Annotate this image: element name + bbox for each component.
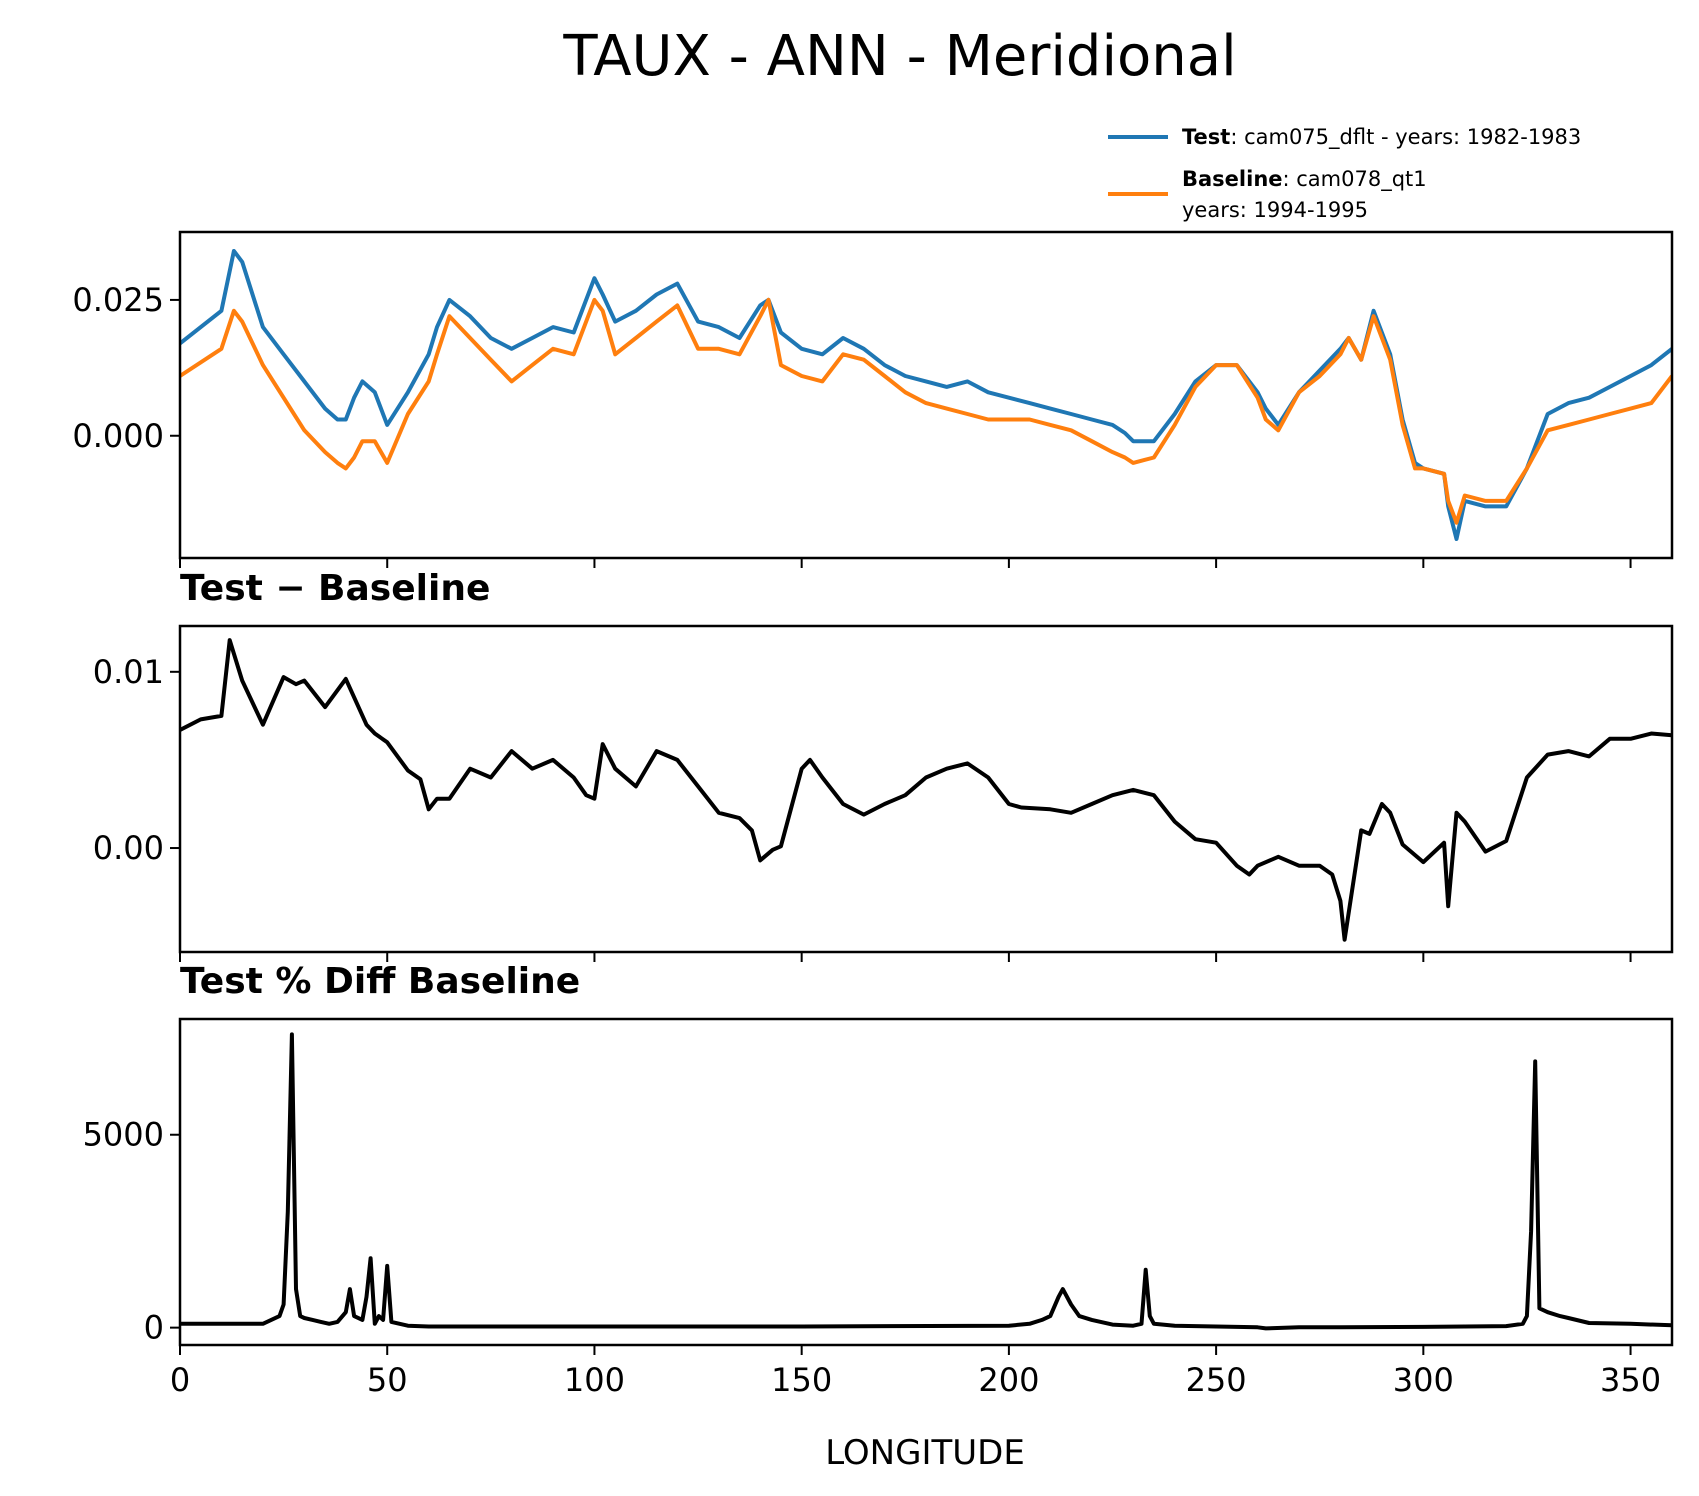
panel-percent-diff: 0 5000 0 50 100 150 200 250 300 350 bbox=[83, 1017, 1674, 1399]
panel-1-title: Test − Baseline bbox=[180, 568, 490, 609]
ytick-label: 0.01 bbox=[93, 653, 164, 691]
panel-0-yticks: 0.000 0.025 bbox=[72, 281, 180, 455]
panel-1-yticks: 0.00 0.01 bbox=[93, 653, 180, 867]
legend-test-desc: : cam075_dflt - years: 1982-1983 bbox=[1230, 125, 1581, 150]
panel-difference: 0.00 0.01 bbox=[93, 624, 1674, 962]
xtick-label: 300 bbox=[1393, 1361, 1454, 1399]
legend-baseline-desc2: years: 1994-1995 bbox=[1182, 198, 1368, 222]
panel-1-xticks bbox=[179, 952, 1632, 962]
xtick-label: 250 bbox=[1186, 1361, 1247, 1399]
panel-0-frame bbox=[178, 230, 1674, 560]
xtick-label: 150 bbox=[771, 1361, 832, 1399]
panel-2-frame bbox=[178, 1017, 1674, 1347]
legend-baseline-name: Baseline bbox=[1182, 167, 1283, 191]
ytick-label: 5000 bbox=[83, 1116, 164, 1154]
panel-2-xticks: 0 50 100 150 200 250 300 350 bbox=[170, 1345, 1661, 1399]
ytick-label: 0.00 bbox=[93, 829, 164, 867]
x-axis-label: LONGITUDE bbox=[825, 1433, 1025, 1473]
xtick-label: 100 bbox=[564, 1361, 625, 1399]
legend-test-text: Test: cam075_dflt - years: 1982-1983 bbox=[1182, 125, 1581, 150]
xtick-label: 0 bbox=[170, 1361, 190, 1399]
panel-0-xticks bbox=[179, 558, 1632, 568]
legend-baseline-text: Baseline: cam078_qt1 bbox=[1182, 167, 1427, 192]
ytick-label: 0 bbox=[144, 1309, 164, 1347]
panel-0-lines bbox=[180, 249, 1672, 541]
legend: Test: cam075_dflt - years: 1982-1983 Bas… bbox=[1108, 125, 1581, 222]
ytick-label: 0.000 bbox=[72, 417, 164, 455]
legend-test-name: Test bbox=[1182, 125, 1230, 149]
panel-1-lines bbox=[180, 638, 1672, 942]
panel-2-lines bbox=[180, 1032, 1672, 1331]
panel-2-title: Test % Diff Baseline bbox=[180, 961, 580, 1002]
xtick-label: 200 bbox=[978, 1361, 1039, 1399]
panel-1-frame bbox=[178, 624, 1674, 954]
xtick-label: 350 bbox=[1600, 1361, 1661, 1399]
xtick-label: 50 bbox=[367, 1361, 408, 1399]
panel-2-yticks: 0 5000 bbox=[83, 1116, 180, 1347]
series-line-0-1 bbox=[180, 297, 1672, 525]
panel-test-baseline: 0.000 0.025 bbox=[72, 230, 1674, 568]
figure-title: TAUX - ANN - Meridional bbox=[562, 24, 1236, 89]
series-line-2-0 bbox=[180, 1032, 1672, 1331]
series-line-1-0 bbox=[180, 638, 1672, 942]
ytick-label: 0.025 bbox=[72, 281, 164, 319]
legend-baseline-desc1: : cam078_qt1 bbox=[1283, 167, 1427, 192]
